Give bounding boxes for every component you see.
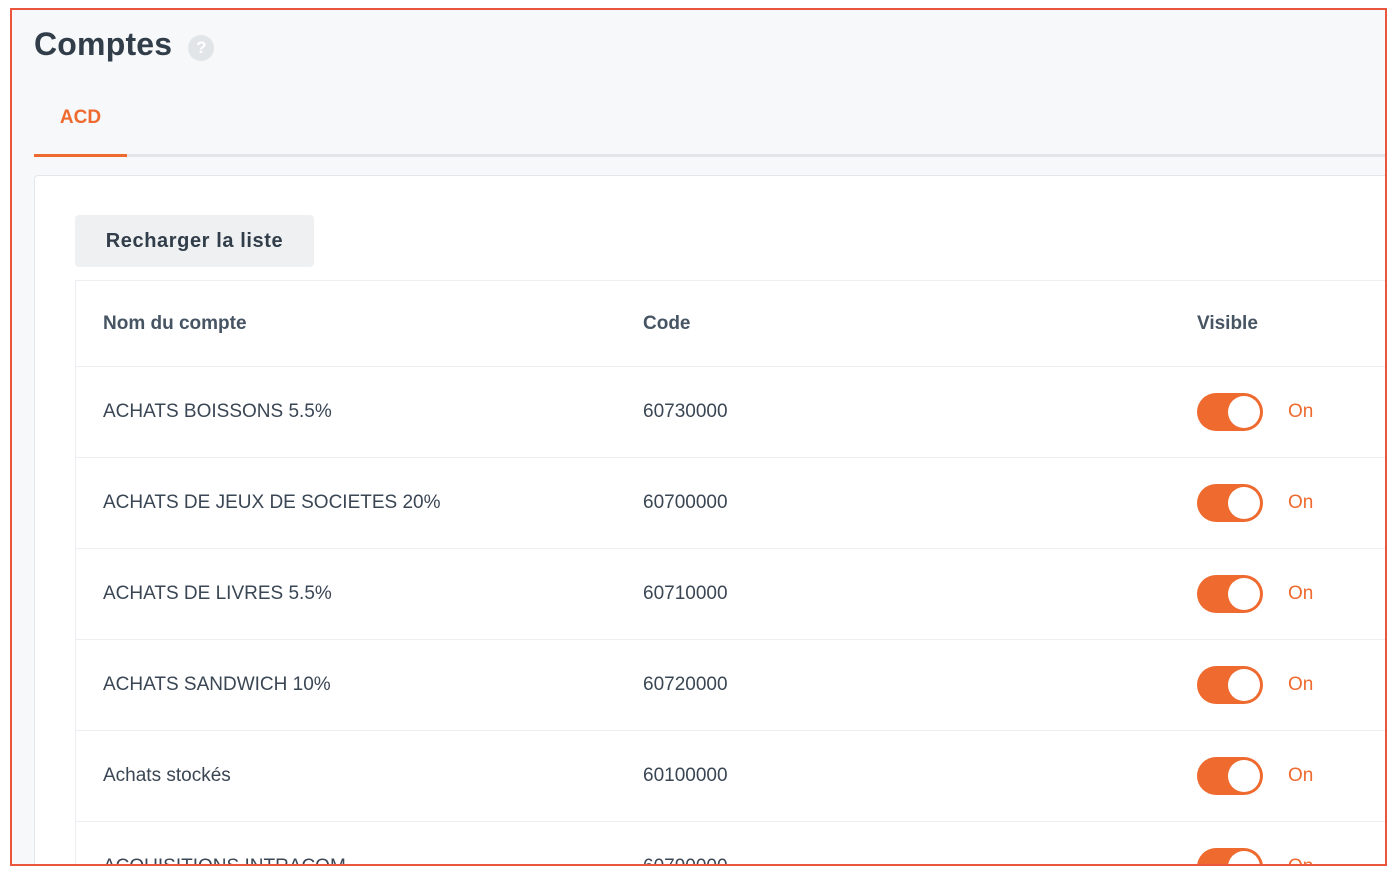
page-header: Comptes ? — [34, 26, 215, 63]
visibility-label: On — [1288, 401, 1314, 422]
table-row: ACHATS BOISSONS 5.5% 60730000 On — [76, 367, 1385, 458]
table-row: ACHATS SANDWICH 10% 60720000 On — [76, 640, 1385, 731]
account-code: 60790000 — [643, 856, 728, 864]
help-icon[interactable]: ? — [188, 34, 215, 61]
table-row: ACHATS DE JEUX DE SOCIETES 20% 60700000 … — [76, 458, 1385, 549]
visibility-label: On — [1288, 492, 1314, 513]
account-code: 60730000 — [643, 401, 728, 422]
table-row: ACQUISITIONS INTRACOM 60790000 On — [76, 822, 1385, 864]
toggle-knob — [1228, 851, 1260, 864]
account-name: ACHATS DE LIVRES 5.5% — [103, 583, 332, 604]
visibility-cell: On — [1197, 848, 1313, 864]
visibility-cell: On — [1197, 484, 1313, 522]
column-header-code[interactable]: Code — [643, 312, 691, 334]
visibility-toggle[interactable] — [1197, 484, 1263, 522]
visibility-label: On — [1288, 583, 1314, 604]
visibility-toggle[interactable] — [1197, 757, 1263, 795]
visibility-toggle[interactable] — [1197, 666, 1263, 704]
reload-list-button[interactable]: Recharger la liste — [75, 215, 314, 267]
visibility-cell: On — [1197, 393, 1313, 431]
account-code: 60700000 — [643, 492, 728, 513]
column-header-visible[interactable]: Visible — [1197, 312, 1258, 334]
toggle-knob — [1228, 760, 1260, 792]
tab-bar: ACD — [34, 96, 1385, 157]
table-row: ACHATS DE LIVRES 5.5% 60710000 On — [76, 549, 1385, 640]
account-name: ACQUISITIONS INTRACOM — [103, 856, 346, 864]
accounts-table: Nom du compte Code Visible ACHATS BOISSO… — [75, 280, 1385, 864]
visibility-cell: On — [1197, 666, 1313, 704]
account-code: 60100000 — [643, 765, 728, 786]
account-code: 60720000 — [643, 674, 728, 695]
table-row: Achats stockés 60100000 On — [76, 731, 1385, 822]
account-code: 60710000 — [643, 583, 728, 604]
accounts-card: Recharger la liste Nom du compte Code Vi… — [34, 175, 1385, 864]
page-title: Comptes — [34, 26, 173, 62]
tab-label: ACD — [59, 107, 102, 128]
account-name: ACHATS DE JEUX DE SOCIETES 20% — [103, 492, 441, 513]
visibility-label: On — [1288, 856, 1313, 864]
toggle-knob — [1228, 396, 1260, 428]
account-name: ACHATS BOISSONS 5.5% — [103, 401, 332, 422]
visibility-label: On — [1288, 674, 1314, 695]
visibility-cell: On — [1197, 757, 1313, 795]
visibility-toggle[interactable] — [1197, 575, 1263, 613]
tab-acd[interactable]: ACD — [34, 96, 127, 157]
toggle-knob — [1228, 578, 1260, 610]
visibility-toggle[interactable] — [1197, 848, 1263, 864]
column-header-name[interactable]: Nom du compte — [103, 312, 247, 334]
visibility-label: On — [1288, 765, 1314, 786]
account-name: ACHATS SANDWICH 10% — [103, 674, 331, 695]
toggle-knob — [1228, 669, 1260, 701]
active-tab-indicator — [34, 154, 127, 157]
app-frame: Comptes ? ACD Recharger la liste Nom du … — [10, 8, 1387, 866]
visibility-cell: On — [1197, 575, 1313, 613]
account-name: Achats stockés — [103, 765, 231, 786]
table-header-row: Nom du compte Code Visible — [76, 281, 1385, 367]
toggle-knob — [1228, 487, 1260, 519]
visibility-toggle[interactable] — [1197, 393, 1263, 431]
